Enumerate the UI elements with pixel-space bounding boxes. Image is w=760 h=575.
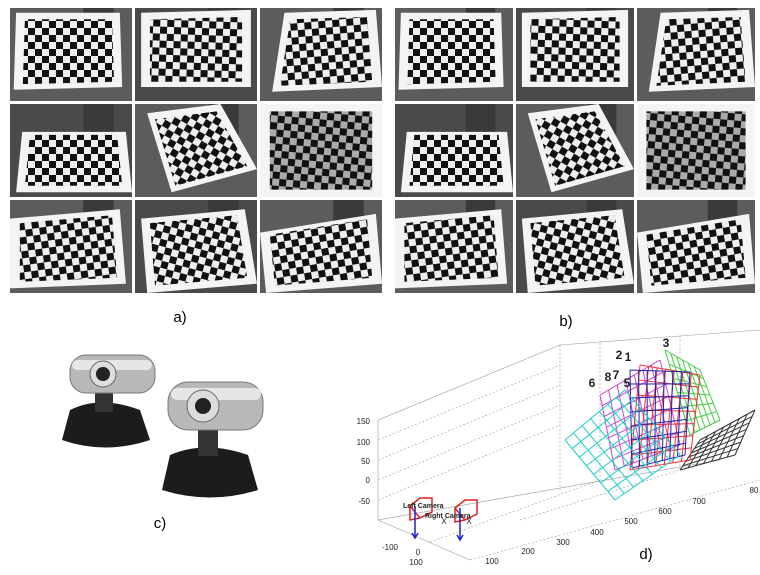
- plot-text: -50: [358, 497, 370, 506]
- plot-text: 2: [616, 348, 623, 362]
- checkerboard: [150, 17, 242, 82]
- plot-text: 5: [624, 376, 631, 390]
- plot-text: 700: [692, 497, 706, 506]
- plot-text: 7: [613, 368, 620, 382]
- plot-text: 3: [663, 336, 670, 350]
- plot-text: 100: [409, 558, 423, 567]
- checkerboard: [20, 215, 117, 281]
- checkerboard: [407, 19, 495, 84]
- panel-label: b): [559, 313, 572, 330]
- checkerboard: [23, 19, 114, 84]
- checkerboard: [646, 111, 745, 189]
- plot-text: 6: [589, 376, 596, 390]
- checkerboard: [270, 111, 372, 189]
- checkerboard: [656, 17, 745, 86]
- plot-text: 300: [556, 538, 570, 547]
- plot-text: 600: [658, 507, 672, 516]
- webcam: [62, 355, 155, 448]
- calibration-grid: [665, 350, 720, 435]
- plot-text: 150: [357, 417, 371, 426]
- calibration-grid: [630, 370, 690, 468]
- checkerboard: [25, 135, 122, 186]
- plot-text: X: [441, 517, 447, 526]
- plot-text: Left Camera: [403, 503, 444, 510]
- plot-text: Right Camera: [425, 513, 471, 520]
- plot-text: 80: [750, 486, 759, 495]
- panel-label: d): [639, 546, 652, 563]
- plot-text: 200: [521, 547, 535, 556]
- plot-text: 500: [624, 517, 638, 526]
- panel-label: c): [154, 515, 167, 532]
- plot-text: 400: [590, 528, 604, 537]
- plot-text: 100: [357, 438, 371, 447]
- figure: a) b) c) d) 150100500-50-100010010020030…: [0, 0, 760, 570]
- webcam: [162, 382, 263, 498]
- checkerboard: [280, 17, 372, 86]
- plot-text: 8: [605, 370, 612, 384]
- checkerboard: [150, 215, 247, 285]
- plot-text: 0: [366, 476, 371, 485]
- checkerboard: [409, 135, 503, 186]
- checkerboard: [530, 17, 619, 82]
- checkerboard: [404, 215, 498, 281]
- plot-text: 50: [361, 457, 370, 466]
- plot-text: 1: [625, 350, 632, 364]
- panel-label: a): [173, 309, 186, 326]
- calibration-images: [10, 8, 755, 293]
- plot-text: -100: [382, 543, 399, 552]
- plot-text: X: [466, 517, 472, 526]
- plot-text: 0: [416, 548, 421, 557]
- checkerboard: [530, 215, 624, 285]
- plot-text: 100: [485, 557, 499, 566]
